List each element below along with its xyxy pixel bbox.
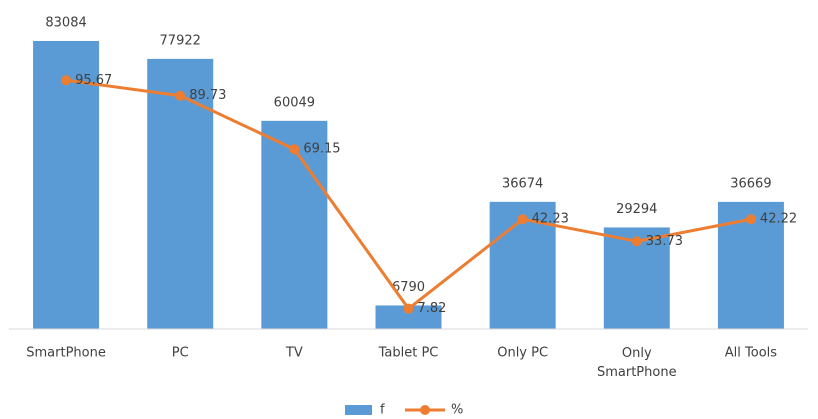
line-value-label: 95.67 (75, 73, 112, 88)
line-value-label: 33.73 (646, 234, 683, 249)
x-tick-label: Only SmartPhone (597, 346, 677, 380)
x-tick-label: PC (172, 346, 189, 361)
legend-label: % (451, 403, 463, 418)
bar (375, 305, 442, 329)
legend-marker (420, 405, 430, 415)
legend-swatch (345, 405, 372, 415)
bar-value-label: 6790 (392, 280, 425, 295)
x-tick-label: Only PC (497, 346, 548, 361)
bar-value-label: 36674 (502, 176, 543, 191)
line-value-label: 7.82 (418, 301, 447, 316)
bar (147, 58, 214, 330)
line-marker (517, 214, 528, 225)
x-tick-label: TV (285, 346, 303, 361)
line-marker (289, 144, 300, 155)
x-tick-label: SmartPhone (26, 346, 106, 361)
bar-value-label: 29294 (616, 202, 657, 217)
x-tick-label: All Tools (725, 346, 778, 361)
line-value-label: 69.15 (303, 142, 340, 157)
line-marker (631, 236, 642, 247)
bar (33, 40, 100, 330)
line-value-label: 42.23 (532, 212, 569, 227)
bar-value-label: 83084 (45, 15, 86, 30)
bar-value-label: 36669 (730, 176, 771, 191)
line-marker (61, 75, 72, 86)
x-tick-label: Tablet PC (378, 346, 439, 361)
bar (261, 120, 328, 329)
line-value-label: 89.73 (189, 88, 226, 103)
legend-label: f (380, 403, 385, 418)
line-marker (745, 214, 756, 225)
bar-value-label: 60049 (274, 95, 315, 110)
line-marker (403, 303, 414, 314)
bar-value-label: 77922 (160, 33, 201, 48)
line-marker (175, 90, 186, 101)
line-value-label: 42.22 (760, 212, 797, 227)
